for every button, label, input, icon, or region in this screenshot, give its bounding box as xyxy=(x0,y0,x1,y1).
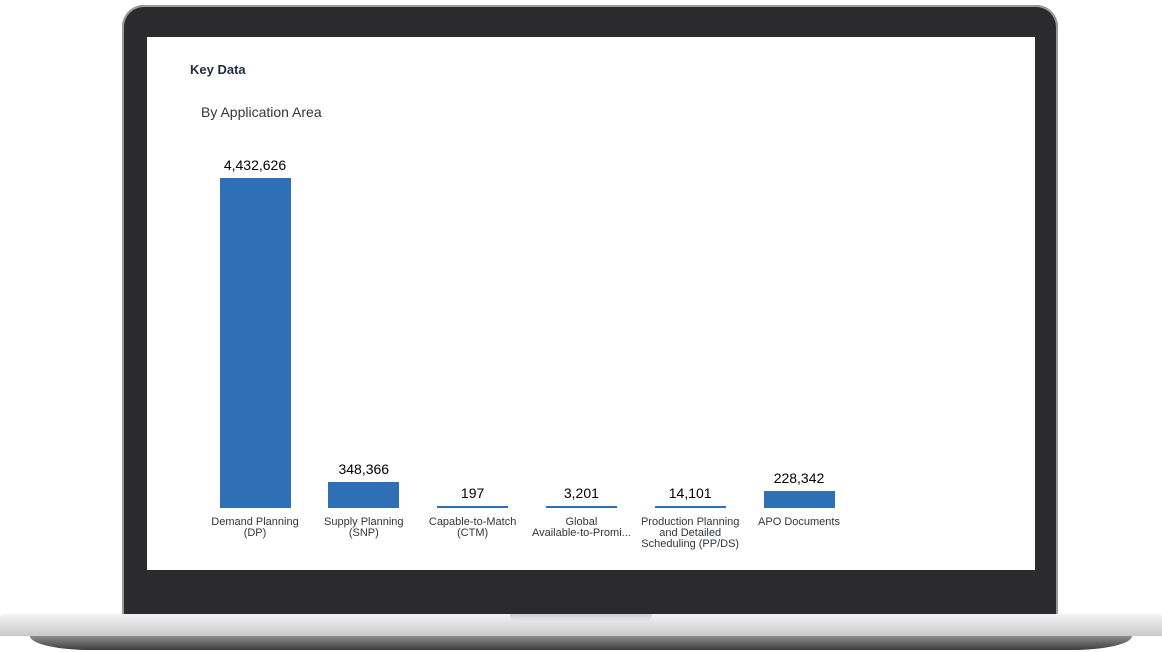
bar xyxy=(654,506,726,508)
x-tick-label: Supply Planning (SNP) xyxy=(324,516,404,539)
bar xyxy=(328,482,400,508)
bar xyxy=(437,506,509,508)
x-tick-label: Production Planning and Detailed Schedul… xyxy=(640,516,740,550)
data-label: 348,366 xyxy=(338,461,390,478)
bar xyxy=(219,178,291,508)
bar xyxy=(545,506,617,508)
data-label: 228,342 xyxy=(773,470,825,486)
data-label: 4,432,626 xyxy=(223,157,287,173)
chart-subtitle: By Application Area xyxy=(201,104,322,120)
x-tick-label: Capable-to-Match (CTM) xyxy=(428,516,517,539)
data-label: 3,201 xyxy=(563,485,599,501)
laptop-base-edge xyxy=(30,636,1132,650)
card-title: Key Data xyxy=(190,62,246,77)
x-tick-label: Global Available-to-Promi... xyxy=(531,516,631,539)
laptop-notch xyxy=(510,614,652,622)
bar xyxy=(763,491,835,508)
x-tick-label: Demand Planning (DP) xyxy=(211,516,299,539)
data-label: 197 xyxy=(460,485,485,501)
x-tick-label: APO Documents xyxy=(758,516,840,528)
data-label: 14,101 xyxy=(668,485,712,501)
screen xyxy=(147,37,1035,570)
laptop-base xyxy=(0,614,1162,636)
